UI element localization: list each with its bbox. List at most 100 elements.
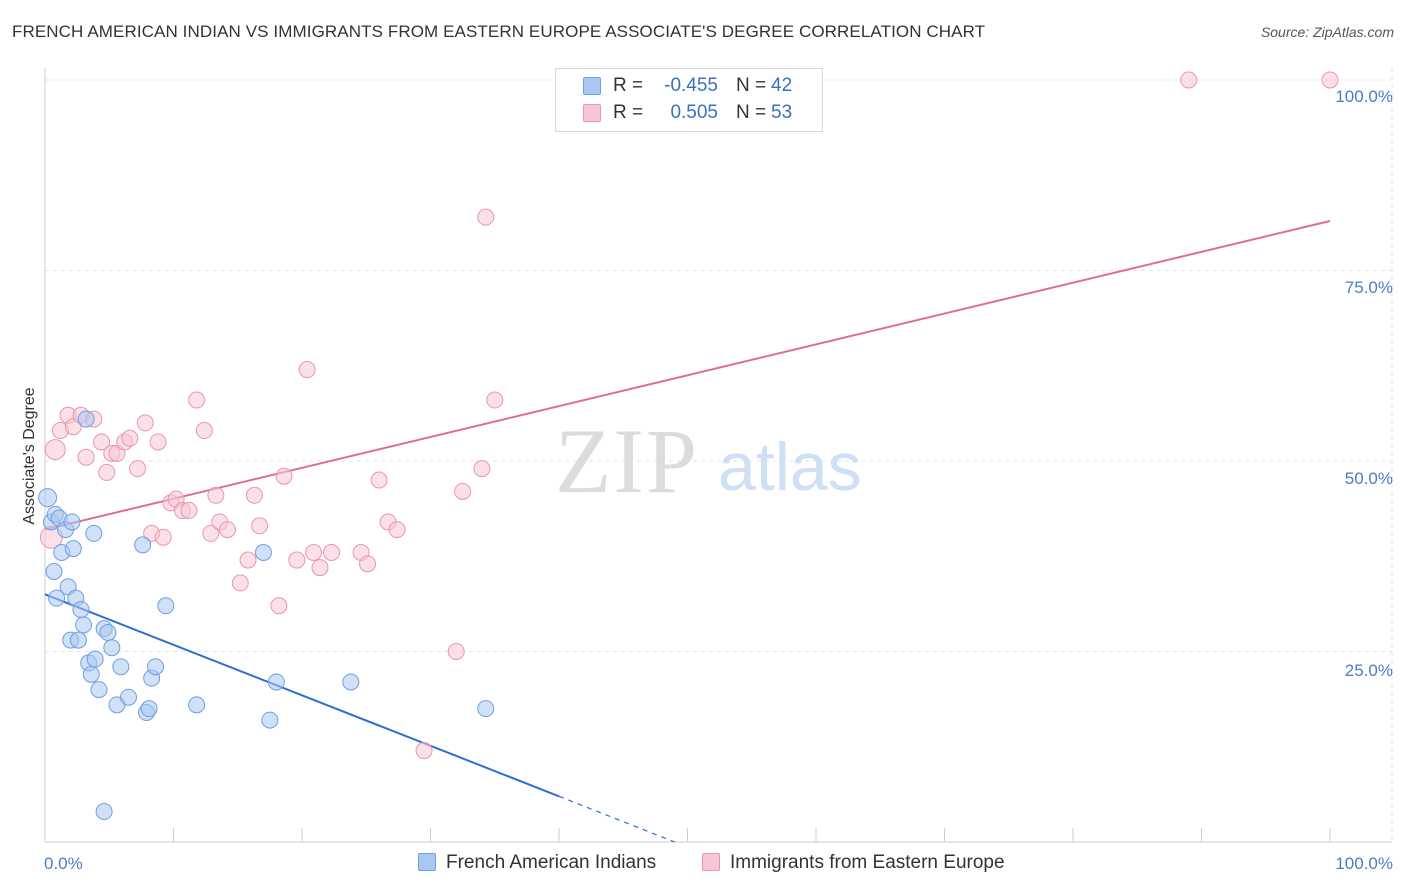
point-immigrants-eastern-europe: [270, 597, 288, 615]
point-immigrants-eastern-europe: [305, 543, 323, 561]
y-axis-label: Associate's Degree: [21, 387, 38, 524]
point-french-american-indians: [82, 665, 100, 683]
point-immigrants-eastern-europe: [121, 429, 139, 447]
series2-swatch: [583, 104, 601, 122]
y-tick-label: 25.0%: [1345, 661, 1393, 680]
point-french-american-indians: [140, 700, 158, 718]
point-immigrants-eastern-europe: [77, 448, 95, 466]
point-french-american-indians: [267, 673, 285, 691]
point-immigrants-eastern-europe: [486, 391, 504, 409]
point-french-american-indians: [72, 601, 90, 619]
trend-layer: [44, 219, 1331, 843]
point-immigrants-eastern-europe: [195, 422, 213, 440]
point-french-american-indians: [134, 536, 152, 554]
y-tick-label: 50.0%: [1345, 469, 1393, 488]
series1-swatch: [583, 77, 601, 95]
point-immigrants-eastern-europe: [136, 414, 154, 432]
point-french-american-indians: [342, 673, 360, 691]
point-immigrants-eastern-europe: [473, 460, 491, 478]
point-french-american-indians: [254, 543, 272, 561]
point-immigrants-eastern-europe: [359, 555, 377, 573]
grid-layer: [45, 68, 1393, 842]
point-immigrants-eastern-europe: [98, 463, 116, 481]
point-immigrants-eastern-europe: [93, 433, 111, 451]
y-tick-label: 75.0%: [1345, 278, 1393, 297]
point-immigrants-eastern-europe: [154, 528, 172, 546]
point-french-american-indians: [63, 513, 81, 531]
point-french-american-indians: [69, 631, 87, 649]
point-immigrants-eastern-europe: [388, 521, 406, 539]
point-french-american-indians: [147, 658, 165, 676]
ticks-layer: 25.0% 50.0% 75.0% 100.0% 0.0% 100.0%: [44, 87, 1393, 873]
y-tick-label: 100.0%: [1335, 87, 1393, 106]
legend-item-immigrants-eastern-europe[interactable]: Immigrants from Eastern Europe: [702, 852, 1005, 874]
legend-n-value: 42: [771, 75, 793, 96]
point-immigrants-eastern-europe: [323, 543, 341, 561]
point-french-american-indians: [477, 700, 495, 718]
legend-row-series1: R = -0.455 N = 42: [556, 73, 822, 101]
point-immigrants-eastern-europe: [149, 433, 167, 451]
point-french-american-indians: [86, 650, 104, 668]
legend-n-value: 53: [771, 102, 793, 123]
point-french-american-indians: [48, 589, 66, 607]
point-french-american-indians: [157, 597, 175, 615]
point-immigrants-eastern-europe: [207, 486, 225, 504]
series2-swatch: [702, 853, 720, 871]
legend-n-label: N =: [736, 75, 767, 96]
point-immigrants-eastern-europe: [129, 460, 147, 478]
trendline-extension: [558, 795, 675, 843]
trendline-immigrants-eastern-europe: [44, 219, 1331, 531]
point-immigrants-eastern-europe: [298, 361, 316, 379]
correlation-legend: R = -0.455 N = 42 R = 0.505 N = 53: [555, 68, 823, 132]
point-immigrants-eastern-europe: [1180, 71, 1198, 89]
legend-r-value: 0.505: [670, 102, 718, 123]
point-french-american-indians: [77, 410, 95, 428]
trendline-french-american-indians: [44, 593, 560, 798]
point-french-american-indians: [112, 658, 130, 676]
point-immigrants-eastern-europe: [44, 439, 66, 461]
point-french-american-indians: [188, 696, 206, 714]
point-immigrants-eastern-europe: [1321, 71, 1339, 89]
legend-row-series2: R = 0.505 N = 53: [556, 100, 822, 128]
point-french-american-indians: [64, 540, 82, 558]
series1-swatch: [418, 853, 436, 871]
point-french-american-indians: [45, 562, 63, 580]
legend-item-label: Immigrants from Eastern Europe: [730, 852, 1005, 873]
point-french-american-indians: [90, 681, 108, 699]
x-tick-label: 100.0%: [1335, 854, 1393, 873]
legend-r-label: R =: [613, 102, 644, 123]
point-french-american-indians: [85, 524, 103, 542]
point-immigrants-eastern-europe: [454, 482, 472, 500]
x-tick-label: 0.0%: [44, 854, 83, 873]
point-immigrants-eastern-europe: [180, 502, 198, 520]
point-french-american-indians: [75, 616, 93, 634]
point-immigrants-eastern-europe: [415, 742, 433, 760]
legend-r-value: -0.455: [664, 75, 718, 96]
point-french-american-indians: [120, 688, 138, 706]
point-french-american-indians: [95, 803, 113, 821]
point-immigrants-eastern-europe: [251, 517, 269, 535]
point-french-american-indians: [103, 639, 121, 657]
point-french-american-indians: [99, 623, 117, 641]
point-immigrants-eastern-europe: [288, 551, 306, 569]
point-immigrants-eastern-europe: [447, 643, 465, 660]
source-label: Source: ZipAtlas.com: [1260, 24, 1394, 40]
legend-r-label: R =: [613, 75, 644, 96]
point-french-american-indians: [38, 488, 58, 508]
point-immigrants-eastern-europe: [218, 521, 236, 539]
point-immigrants-eastern-europe: [311, 559, 329, 577]
series-legend: French American Indians Immigrants from …: [0, 852, 1406, 878]
legend-item-french-american-indians[interactable]: French American Indians: [418, 852, 656, 874]
legend-n-label: N =: [736, 102, 767, 123]
point-french-american-indians: [261, 711, 279, 729]
points-layer: [38, 71, 1339, 821]
watermark: ZIP atlas: [555, 410, 862, 512]
axes-layer: [44, 68, 1392, 843]
point-immigrants-eastern-europe: [275, 467, 293, 485]
point-immigrants-eastern-europe: [202, 524, 220, 542]
point-immigrants-eastern-europe: [477, 208, 495, 226]
point-immigrants-eastern-europe: [231, 574, 249, 592]
point-immigrants-eastern-europe: [188, 391, 206, 409]
point-immigrants-eastern-europe: [370, 471, 388, 489]
watermark-zip: ZIP: [555, 410, 699, 512]
